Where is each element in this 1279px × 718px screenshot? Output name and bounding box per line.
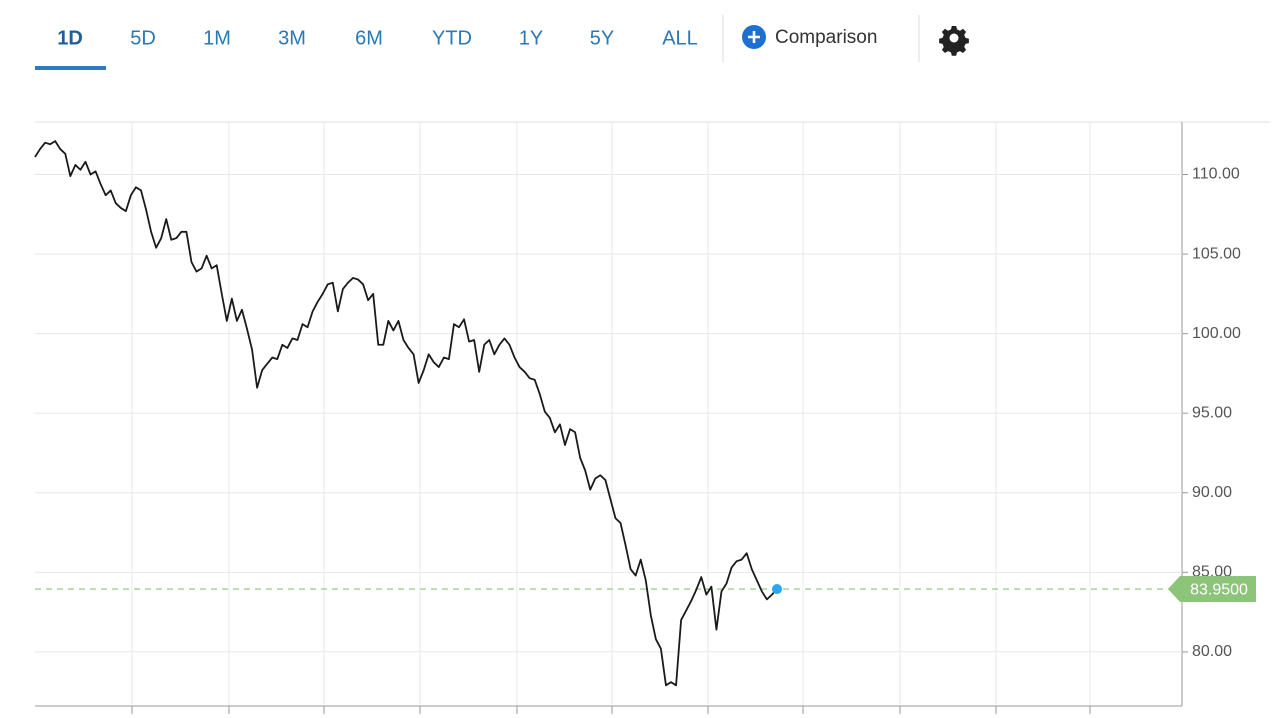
range-tab[interactable]: 1D	[57, 27, 83, 49]
comparison-label: Comparison	[775, 27, 877, 48]
x-ticks	[131, 706, 1091, 714]
range-tab[interactable]: 6M	[355, 27, 383, 49]
range-tab[interactable]: 1M	[203, 27, 231, 49]
y-tick-label: 110.00	[1192, 166, 1240, 183]
y-tick-label: 90.00	[1192, 484, 1232, 501]
comparison-button[interactable]: Comparison	[742, 25, 877, 49]
range-tab[interactable]: ALL	[662, 27, 698, 49]
settings-gear[interactable]	[939, 26, 969, 56]
range-tab[interactable]: 5Y	[590, 27, 614, 49]
active-underline	[35, 66, 106, 70]
range-tab[interactable]: 3M	[278, 27, 306, 49]
range-tab[interactable]: 1Y	[519, 27, 543, 49]
y-tick-label: 100.00	[1192, 325, 1241, 342]
y-tick-label: 95.00	[1192, 404, 1232, 421]
range-tab[interactable]: YTD	[432, 27, 472, 49]
last-value-label: 83.9500	[1190, 581, 1248, 598]
range-tabs: 1D 5D 1M 3M 6M YTD 1Y 5Y ALL	[35, 27, 698, 70]
range-tab[interactable]: 5D	[130, 27, 156, 49]
gear-hole	[949, 33, 959, 43]
y-tick-label: 105.00	[1192, 245, 1241, 262]
y-tick-label: 80.00	[1192, 643, 1232, 660]
last-point	[772, 584, 782, 595]
x-grid	[131, 122, 1091, 706]
price-line	[34, 140, 778, 687]
last-value-tag	[1168, 576, 1256, 603]
plus-sign	[748, 31, 760, 43]
plot: 80.0085.0090.0095.00100.00105.00110.0083…	[34, 140, 1256, 687]
